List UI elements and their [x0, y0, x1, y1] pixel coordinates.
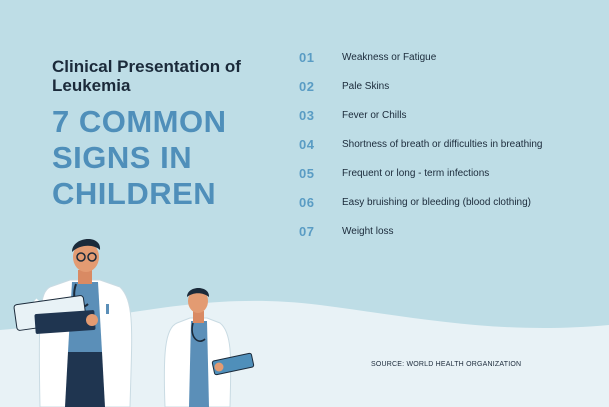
- item-number: 06: [299, 195, 315, 210]
- subtitle: Clinical Presentation of Leukemia: [52, 57, 241, 95]
- signs-list: 01 Weakness or Fatigue 02 Pale Skins 03 …: [299, 50, 599, 253]
- list-item: 01 Weakness or Fatigue: [299, 50, 599, 79]
- list-item: 06 Easy bruishing or bleeding (blood clo…: [299, 195, 599, 224]
- item-label: Easy bruishing or bleeding (blood clothi…: [342, 197, 532, 208]
- headline-line-3: CHILDREN: [52, 176, 217, 211]
- headline-line-1: 7 COMMON: [52, 104, 227, 139]
- item-number: 07: [299, 224, 315, 239]
- item-label: Fever or Chills: [342, 110, 407, 121]
- list-item: 02 Pale Skins: [299, 79, 599, 108]
- item-number: 04: [299, 137, 315, 152]
- item-label: Weight loss: [342, 226, 394, 237]
- item-number: 05: [299, 166, 315, 181]
- item-number: 01: [299, 50, 315, 65]
- item-number: 02: [299, 79, 315, 94]
- list-item: 05 Frequent or long - term infections: [299, 166, 599, 195]
- list-item: 03 Fever or Chills: [299, 108, 599, 137]
- item-label: Shortness of breath or difficulties in b…: [342, 139, 543, 150]
- item-label: Weakness or Fatigue: [342, 52, 437, 63]
- item-label: Frequent or long - term infections: [342, 168, 490, 179]
- list-item: 04 Shortness of breath or difficulties i…: [299, 137, 599, 166]
- headline-line-2: SIGNS IN: [52, 140, 193, 175]
- list-item: 07 Weight loss: [299, 224, 599, 253]
- doctor-with-tablet-illustration: [163, 288, 255, 407]
- headline: 7 COMMON SIGNS IN CHILDREN: [52, 104, 312, 212]
- item-number: 03: [299, 108, 315, 123]
- source-note: SOURCE: WORLD HEALTH ORGANIZATION: [371, 361, 522, 368]
- item-label: Pale Skins: [342, 81, 390, 92]
- doctor-with-clipboard-illustration: [13, 238, 133, 407]
